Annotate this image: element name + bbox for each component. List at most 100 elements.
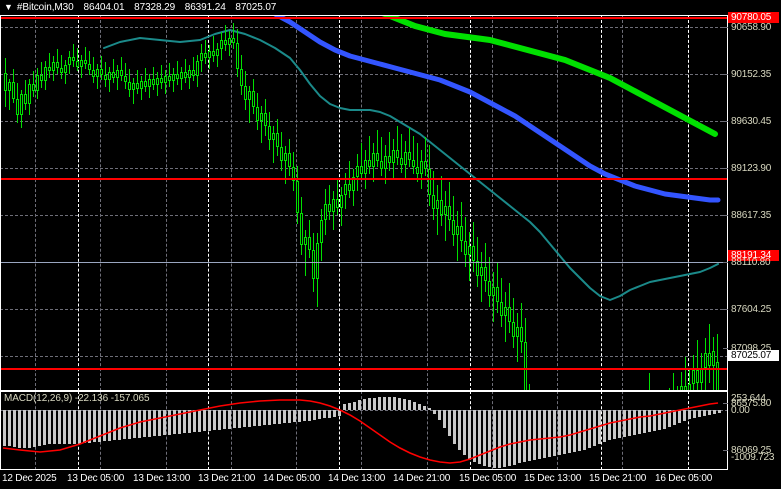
candle-body (260, 112, 263, 121)
candle-body (272, 132, 275, 141)
price-axis[interactable]: 90780.05 90658.90 90152.35 89630.45 89123.90… (723, 0, 781, 489)
time-axis-tick: 14 Dec 13:00 (328, 473, 386, 484)
macd-histogram-bar (83, 410, 86, 443)
candle-wick (681, 371, 682, 391)
candle-body (688, 384, 691, 391)
macd-pane[interactable] (0, 391, 728, 470)
tick-dash (723, 403, 728, 404)
macd-histogram-bar (358, 400, 361, 410)
candle-body (368, 159, 371, 167)
candle-body (512, 321, 515, 337)
candle-body (316, 243, 319, 280)
candle-body (436, 200, 439, 210)
candle-body (68, 57, 71, 65)
macd-histogram-bar (273, 410, 276, 424)
macd-histogram-bar (548, 410, 551, 457)
candle-wick (437, 185, 438, 236)
candle-body (4, 72, 7, 92)
day-separator-line (688, 15, 689, 391)
candle-body (176, 73, 179, 80)
candle-body (44, 66, 47, 82)
macd-histogram-bar (293, 410, 296, 422)
macd-histogram-bar (268, 410, 271, 425)
macd-histogram-bar (23, 410, 26, 448)
macd-histogram-bar (463, 410, 466, 455)
ohlc-low: 86391.24 (184, 2, 226, 13)
candle-body (524, 342, 527, 391)
candle-body (288, 153, 291, 167)
gridline-vertical (35, 15, 36, 391)
candle-body (224, 39, 227, 46)
candle-body (708, 353, 711, 367)
time-axis-tick: 13 Dec 21:00 (198, 473, 256, 484)
macd-histogram-bar (93, 410, 96, 442)
gridline-vertical (427, 15, 428, 391)
candle-wick (105, 61, 106, 87)
macd-histogram-bar (483, 410, 486, 466)
macd-histogram-bar (58, 410, 61, 444)
candle-wick (249, 85, 250, 123)
macd-histogram-bar (43, 410, 46, 445)
chart-header: ▼ #Bitcoin,M30 86404.01 87328.29 86391.2… (0, 0, 781, 15)
current-price-tag[interactable]: 87025.07 (728, 350, 779, 361)
candle-body (340, 194, 343, 208)
level-price-tag[interactable]: 88191.34 (728, 250, 779, 261)
time-axis-tick: 15 Dec 05:00 (459, 473, 517, 484)
macd-histogram-bar (88, 410, 91, 443)
candle-wick (225, 25, 226, 51)
candle-body (268, 126, 271, 141)
level-price-tag[interactable]: 90780.05 (728, 12, 779, 23)
candle-wick (177, 60, 178, 85)
macd-axis-tick: 0.00 (731, 405, 750, 416)
macd-histogram-bar (708, 410, 711, 415)
price-chart-pane[interactable] (0, 15, 728, 391)
tick-dash (723, 450, 728, 451)
candle-body (344, 183, 347, 195)
candle-wick (413, 135, 414, 175)
tick-dash (723, 262, 728, 263)
macd-histogram-bar (38, 410, 41, 446)
macd-histogram-bar (688, 410, 691, 419)
candle-body (60, 68, 63, 73)
candle-body (384, 155, 387, 169)
candle-wick (425, 137, 426, 177)
candle-wick (153, 66, 154, 91)
candle-body (28, 84, 31, 105)
candle-body (508, 307, 511, 322)
candle-wick (261, 106, 262, 144)
tick-dash (723, 309, 728, 310)
candle-wick (133, 77, 134, 105)
time-axis-tick: 13 Dec 05:00 (67, 473, 125, 484)
candle-body (40, 74, 43, 82)
macd-histogram-bar (418, 404, 421, 410)
candle-body (360, 166, 363, 175)
macd-histogram-bar (188, 410, 191, 433)
macd-histogram-bar (3, 410, 6, 446)
gridline-vertical (361, 391, 362, 470)
macd-histogram-bar (98, 410, 101, 442)
macd-histogram-bar (623, 410, 626, 437)
macd-histogram-bar (603, 410, 606, 442)
candle-wick (85, 47, 86, 70)
candle-body (48, 66, 51, 72)
macd-histogram-bar (658, 410, 661, 430)
candle-wick (361, 143, 362, 180)
candle-body (276, 132, 279, 147)
macd-histogram-bar (143, 410, 146, 437)
candle-wick (381, 137, 382, 177)
macd-histogram-bar (63, 410, 66, 444)
macd-histogram-bar (333, 410, 336, 417)
candle-wick (125, 62, 126, 89)
macd-histogram-bar (663, 410, 666, 429)
candle-body (328, 203, 331, 213)
candle-body (248, 91, 251, 100)
candle-body (308, 237, 311, 250)
candle-body (140, 81, 143, 89)
gridline-vertical (492, 15, 493, 391)
gridline-horizontal (0, 356, 728, 357)
chevron-down-icon[interactable]: ▼ (4, 2, 13, 12)
macd-histogram-bar (18, 410, 21, 448)
candle-body (208, 50, 211, 59)
candle-body (428, 168, 431, 195)
candle-wick (377, 130, 378, 167)
